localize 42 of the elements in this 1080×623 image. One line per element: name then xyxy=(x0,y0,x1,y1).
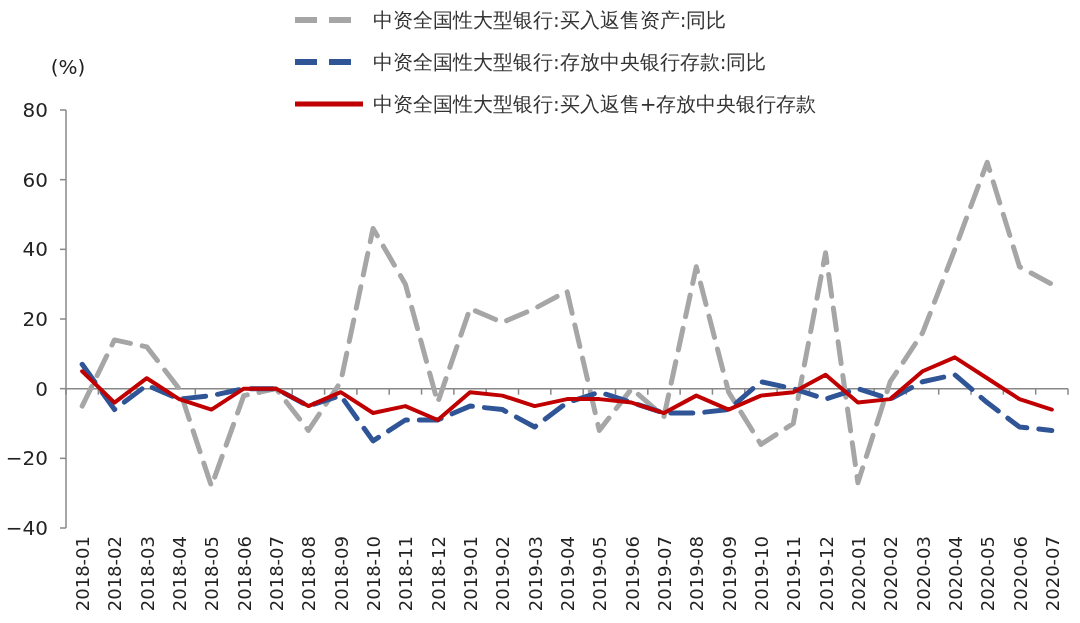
x-tick-label: 2018-01 xyxy=(72,536,94,612)
y-tick-label: 60 xyxy=(22,167,48,192)
x-tick-label: 2019-01 xyxy=(460,536,482,612)
x-tick-label: 2020-06 xyxy=(1009,536,1031,612)
x-tick-label: 2020-04 xyxy=(944,536,966,612)
x-tick-label: 2019-05 xyxy=(589,536,611,612)
x-tick-label: 2020-05 xyxy=(977,536,999,612)
x-tick-label: 2018-09 xyxy=(330,536,352,612)
x-tick-label: 2018-03 xyxy=(136,536,158,612)
y-axis-title: (%) xyxy=(50,55,86,79)
x-tick-label: 2019-04 xyxy=(557,536,578,612)
y-tick-label: 0 xyxy=(35,376,48,401)
x-tick-label: 2018-08 xyxy=(298,536,320,612)
x-tick-label: 2020-07 xyxy=(1041,536,1063,612)
x-tick-label: 2018-06 xyxy=(233,536,255,612)
y-tick-label: 20 xyxy=(22,307,48,331)
legend-label: 中资全国性大型银行:买入返售资产:同比 xyxy=(373,8,727,32)
x-tick-label: 2020-01 xyxy=(847,536,869,612)
x-tick-label: 2019-09 xyxy=(718,536,740,612)
x-tick-label: 2019-08 xyxy=(686,536,708,612)
x-tick-label: 2019-02 xyxy=(492,536,514,612)
x-tick-label: 2020-02 xyxy=(880,536,902,612)
x-tick-label: 2018-12 xyxy=(427,536,449,612)
y-tick-label: −20 xyxy=(5,446,48,471)
x-tick-label: 2019-11 xyxy=(783,536,805,612)
legend-label: 中资全国性大型银行:买入返售+存放中央银行存款 xyxy=(373,92,817,116)
y-tick-label: 80 xyxy=(22,98,48,122)
x-tick-label: 2018-07 xyxy=(266,536,288,612)
x-tick-label: 2018-04 xyxy=(169,536,191,612)
x-tick-label: 2020-03 xyxy=(912,536,934,612)
x-tick-label: 2019-03 xyxy=(524,536,546,612)
x-tick-label: 2018-11 xyxy=(395,536,417,612)
x-tick-label: 2019-07 xyxy=(653,536,675,612)
x-tick-label: 2018-05 xyxy=(201,536,223,612)
x-tick-label: 2019-12 xyxy=(815,536,837,612)
x-tick-label: 2018-10 xyxy=(363,536,385,612)
y-tick-label: −40 xyxy=(5,516,48,540)
x-tick-label: 2019-10 xyxy=(750,536,772,612)
y-tick-label: 40 xyxy=(22,237,48,262)
x-tick-label: 2019-06 xyxy=(621,536,643,612)
x-tick-label: 2018-02 xyxy=(104,536,126,612)
legend-label: 中资全国性大型银行:存放中央银行存款:同比 xyxy=(373,50,767,74)
